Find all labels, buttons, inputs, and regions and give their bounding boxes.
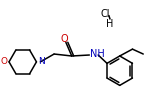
- Text: Cl: Cl: [100, 9, 110, 19]
- Text: O: O: [1, 57, 8, 66]
- Text: O: O: [60, 34, 68, 44]
- Text: NH: NH: [90, 49, 105, 59]
- Text: N: N: [38, 57, 45, 66]
- Text: H: H: [106, 19, 113, 29]
